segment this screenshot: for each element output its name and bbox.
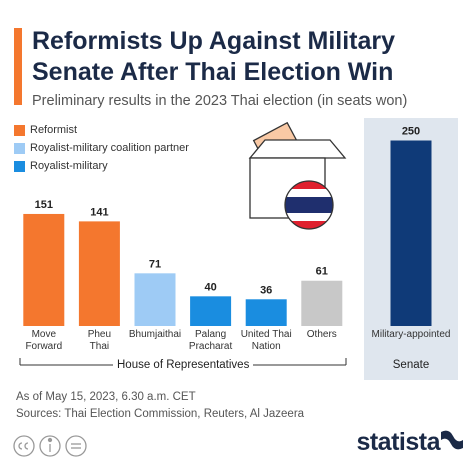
brand: statista — [356, 428, 440, 456]
footnote: As of May 15, 2023, 6.30 a.m. CET — [16, 391, 196, 403]
legend-label: Royalist-military coalition partner — [30, 142, 189, 154]
ballot-icon — [248, 121, 347, 230]
value-label: 151 — [35, 199, 53, 211]
value-label: 40 — [204, 281, 216, 293]
legend-swatch — [14, 161, 25, 172]
x-tick-label: United Thai Nation — [240, 329, 292, 352]
legend-swatch — [14, 125, 25, 136]
bar — [78, 221, 120, 326]
value-label: 36 — [260, 284, 272, 296]
value-label: 250 — [402, 126, 420, 138]
chart-subtitle: Preliminary results in the 2023 Thai ele… — [32, 93, 408, 109]
bar — [301, 280, 343, 326]
source: Sources: Thai Election Commission, Reute… — [16, 408, 305, 420]
x-tick-label: Pheu Thai — [87, 329, 112, 352]
x-tick-label: Bhumjaithai — [128, 329, 182, 340]
bar — [190, 296, 232, 326]
accent-bar — [14, 28, 22, 105]
x-tick-label: Palang Pracharat — [188, 329, 233, 352]
legend-swatch — [14, 143, 25, 154]
bar — [23, 213, 65, 326]
x-tick-label: Move Forward — [25, 329, 63, 352]
chart-title: Reformists Up Against Military Senate Af… — [32, 27, 396, 86]
bar — [134, 273, 176, 326]
group-label: House of Representatives — [113, 359, 254, 371]
brand-mark — [441, 430, 463, 450]
value-label: 71 — [149, 258, 161, 270]
legend-label: Royalist-military — [30, 160, 108, 172]
license-icons — [13, 435, 87, 457]
legend-label: Reformist — [30, 124, 78, 136]
x-tick-label: Military-appointed — [371, 329, 451, 340]
value-label: 141 — [90, 206, 108, 218]
bar — [245, 299, 287, 326]
group-label: Senate — [392, 359, 430, 371]
x-tick-label: Others — [306, 329, 337, 340]
value-label: 61 — [316, 266, 328, 278]
bar — [390, 140, 432, 326]
